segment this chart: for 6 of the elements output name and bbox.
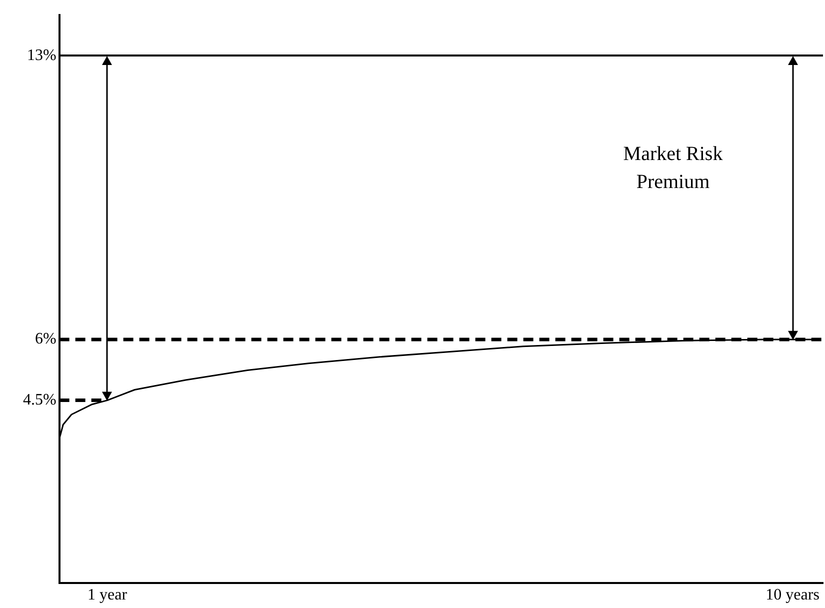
y-tick-label: 6%	[35, 330, 56, 348]
y-tick-label: 4.5%	[23, 391, 56, 408]
y-tick-label: 13%	[27, 46, 56, 64]
x-tick-label: 10 years	[766, 586, 820, 604]
x-tick-label: 1 year	[88, 586, 128, 604]
annotation: Market Risk Premium	[622, 142, 724, 196]
